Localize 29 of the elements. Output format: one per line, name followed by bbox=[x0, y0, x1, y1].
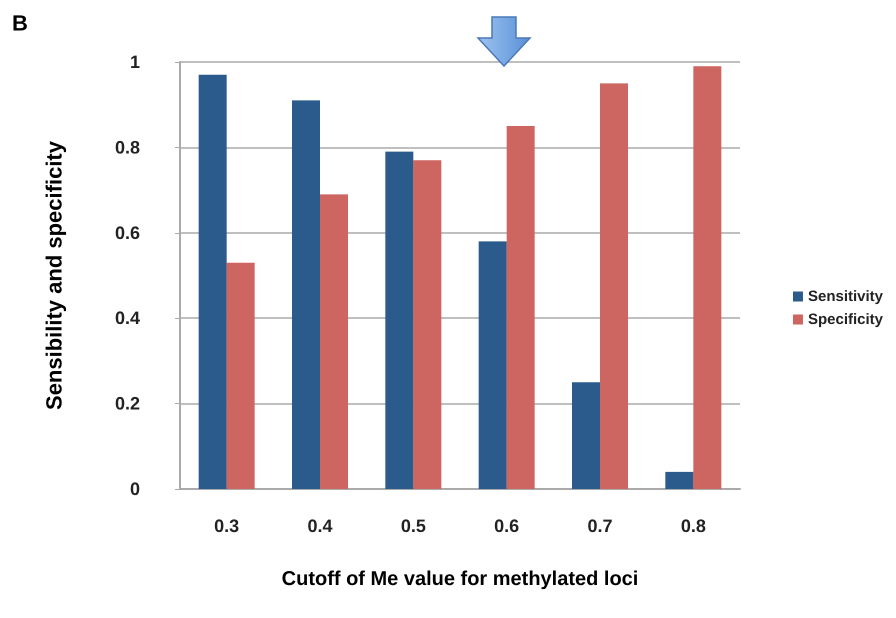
bar bbox=[506, 126, 535, 489]
bar bbox=[413, 160, 442, 489]
y-tick-label: 1 bbox=[130, 52, 140, 72]
y-tick-label: 0.4 bbox=[114, 308, 140, 328]
bar bbox=[600, 83, 628, 489]
bar bbox=[572, 382, 600, 489]
y-axis-title: Sensibility and specificity bbox=[42, 140, 66, 410]
text: B bbox=[12, 10, 28, 36]
y-tick-label: 0.2 bbox=[114, 394, 140, 414]
bar bbox=[226, 262, 255, 489]
legend-label: Specificity bbox=[808, 311, 884, 328]
x-tick-label: 0.5 bbox=[400, 516, 426, 536]
y-tick-label: 0.8 bbox=[114, 137, 140, 158]
bar bbox=[292, 100, 320, 489]
bar bbox=[385, 152, 414, 489]
x-tick-label: 0.7 bbox=[587, 516, 613, 536]
x-tick-label: 0.3 bbox=[214, 516, 240, 536]
bar bbox=[478, 241, 507, 489]
bar bbox=[320, 194, 348, 489]
bar bbox=[665, 472, 694, 489]
bar bbox=[693, 66, 722, 489]
x-tick-label: 0.8 bbox=[680, 516, 706, 536]
legend-label: Sensitivity bbox=[808, 288, 884, 305]
bar bbox=[198, 74, 227, 489]
y-tick-label: 0.6 bbox=[114, 222, 140, 243]
x-tick-label: 0.6 bbox=[494, 516, 520, 536]
x-tick-label: 0.4 bbox=[307, 516, 333, 536]
y-tick-label: 0 bbox=[130, 479, 140, 499]
x-axis-title: Cutoff of Me value for methylated loci bbox=[282, 568, 638, 590]
